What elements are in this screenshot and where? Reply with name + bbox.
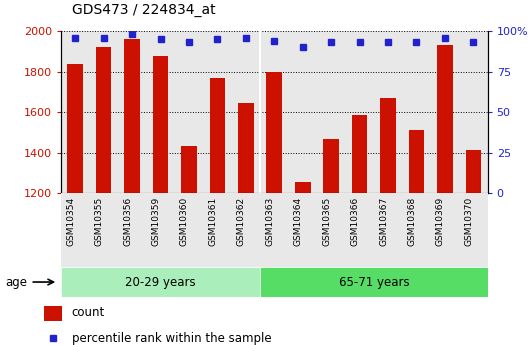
Text: GSM10356: GSM10356 [123,197,132,246]
Text: GDS473 / 224834_at: GDS473 / 224834_at [72,3,215,17]
Text: GSM10369: GSM10369 [436,197,445,246]
Bar [437,45,453,193]
Bar [153,56,169,193]
Text: GSM10370: GSM10370 [464,197,473,246]
Bar [124,39,140,193]
Bar [465,150,481,193]
Text: age: age [5,276,28,288]
Bar [260,267,488,297]
Bar [267,71,282,193]
Bar [209,78,225,193]
Bar [352,115,367,193]
Text: GSM10354: GSM10354 [66,197,75,246]
Text: GSM10359: GSM10359 [152,197,161,246]
Text: GSM10366: GSM10366 [351,197,359,246]
Bar [323,139,339,193]
Bar [380,98,396,193]
Text: count: count [72,306,105,319]
Bar [61,267,260,297]
Bar [181,146,197,193]
Text: GSM10368: GSM10368 [408,197,417,246]
Text: percentile rank within the sample: percentile rank within the sample [72,332,271,345]
Bar [295,182,311,193]
Text: GSM10365: GSM10365 [322,197,331,246]
Text: GSM10364: GSM10364 [294,197,303,246]
Text: GSM10363: GSM10363 [266,197,275,246]
Text: GSM10361: GSM10361 [208,197,217,246]
Bar [45,306,61,321]
Text: GSM10362: GSM10362 [237,197,246,246]
Bar [67,65,83,193]
Bar [96,47,111,193]
Text: GSM10360: GSM10360 [180,197,189,246]
Text: 20-29 years: 20-29 years [125,276,196,288]
Bar [409,130,425,193]
Text: GSM10367: GSM10367 [379,197,388,246]
Bar [238,103,254,193]
Text: GSM10355: GSM10355 [95,197,104,246]
Text: 65-71 years: 65-71 years [339,276,409,288]
